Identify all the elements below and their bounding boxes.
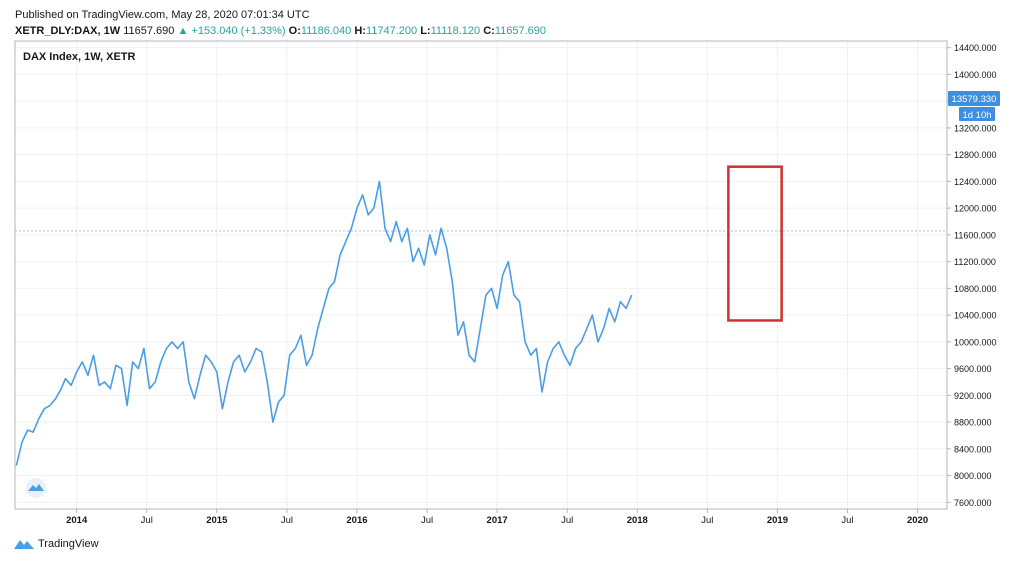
x-tick-label: Jul	[281, 515, 293, 526]
open-label: O:	[288, 25, 301, 37]
published-note: Published on TradingView.com, May 28, 20…	[15, 9, 310, 21]
x-tick-label: 2019	[767, 515, 788, 526]
y-tick-label: 11200.000	[954, 257, 996, 267]
last-price: 11657.690	[123, 25, 175, 37]
close-value: 11657.690	[494, 25, 546, 37]
highlight-box	[727, 165, 783, 322]
change-arrow-icon: ▲	[177, 25, 189, 37]
x-tick-label: Jul	[841, 515, 853, 526]
tradingview-logo-icon	[14, 540, 34, 549]
y-tick-label: 10800.000	[954, 284, 997, 294]
y-tick-label: 12400.000	[954, 177, 997, 187]
low-label: L:	[420, 25, 431, 37]
time-axis[interactable]: 2014 Jul 2015 Jul 2016 Jul 2017 Jul 2018 Jul 2019 J…	[15, 508, 947, 526]
y-tick-label: 10000.000	[954, 337, 997, 347]
open-value: 11186.040	[300, 25, 352, 37]
y-tick-label: 8800.000	[954, 418, 992, 428]
x-tick-label: Jul	[701, 515, 713, 526]
y-tick-label: 10400.000	[954, 311, 997, 321]
y-tick-label: 14000.000	[954, 70, 997, 80]
price-axis[interactable]: 14400.00014000.00013600.00013200.0001280…	[947, 43, 997, 508]
high-value: 11747.200	[365, 25, 418, 37]
footer-brand[interactable]: TradingView	[14, 538, 99, 550]
y-tick-label: 12800.000	[954, 150, 997, 160]
y-tick-label: 8000.000	[954, 471, 992, 481]
x-tick-label: 2020	[907, 515, 928, 526]
dax-series-line	[15, 180, 633, 466]
price-badge-text: 13579.330	[952, 94, 997, 105]
y-tick-label: 14400.000	[954, 43, 997, 53]
price-change: +153.040 (+1.33%)	[191, 25, 286, 37]
x-tick-label: Jul	[141, 515, 153, 526]
y-tick-label: 12000.000	[954, 204, 997, 214]
y-tick-label: 13200.000	[954, 123, 997, 133]
grid-lines	[15, 41, 947, 509]
symbol-legend: XETR_DLY:DAX, 1W 11657.690 ▲ +153.040 (+…	[15, 25, 546, 37]
symbol-name[interactable]: XETR_DLY:DAX, 1W	[15, 25, 121, 37]
countdown-badge-text: 1d 10h	[962, 110, 991, 121]
price-badge: 13579.330	[948, 91, 1000, 106]
x-tick-label: Jul	[561, 515, 573, 526]
y-tick-label: 11600.000	[954, 230, 996, 240]
x-tick-label: Jul	[421, 515, 433, 526]
x-tick-label: 2014	[66, 515, 88, 526]
y-tick-label: 9600.000	[954, 364, 992, 374]
footer-brand-text: TradingView	[38, 538, 99, 550]
x-tick-label: 2017	[487, 515, 508, 526]
y-tick-label: 8400.000	[954, 444, 992, 454]
y-tick-label: 9200.000	[954, 391, 992, 401]
x-tick-label: 2015	[206, 515, 228, 526]
tradingview-watermark-icon	[26, 478, 46, 498]
y-tick-label: 7600.000	[954, 498, 992, 508]
high-label: H:	[354, 25, 366, 37]
x-tick-label: 2016	[346, 515, 367, 526]
close-label: C:	[483, 25, 495, 37]
low-value: 11118.120	[430, 25, 481, 37]
countdown-badge: 1d 10h	[959, 107, 995, 121]
plot-area[interactable]	[14, 40, 948, 510]
x-tick-label: 2018	[627, 515, 648, 526]
chart-title: DAX Index, 1W, XETR	[23, 51, 136, 63]
